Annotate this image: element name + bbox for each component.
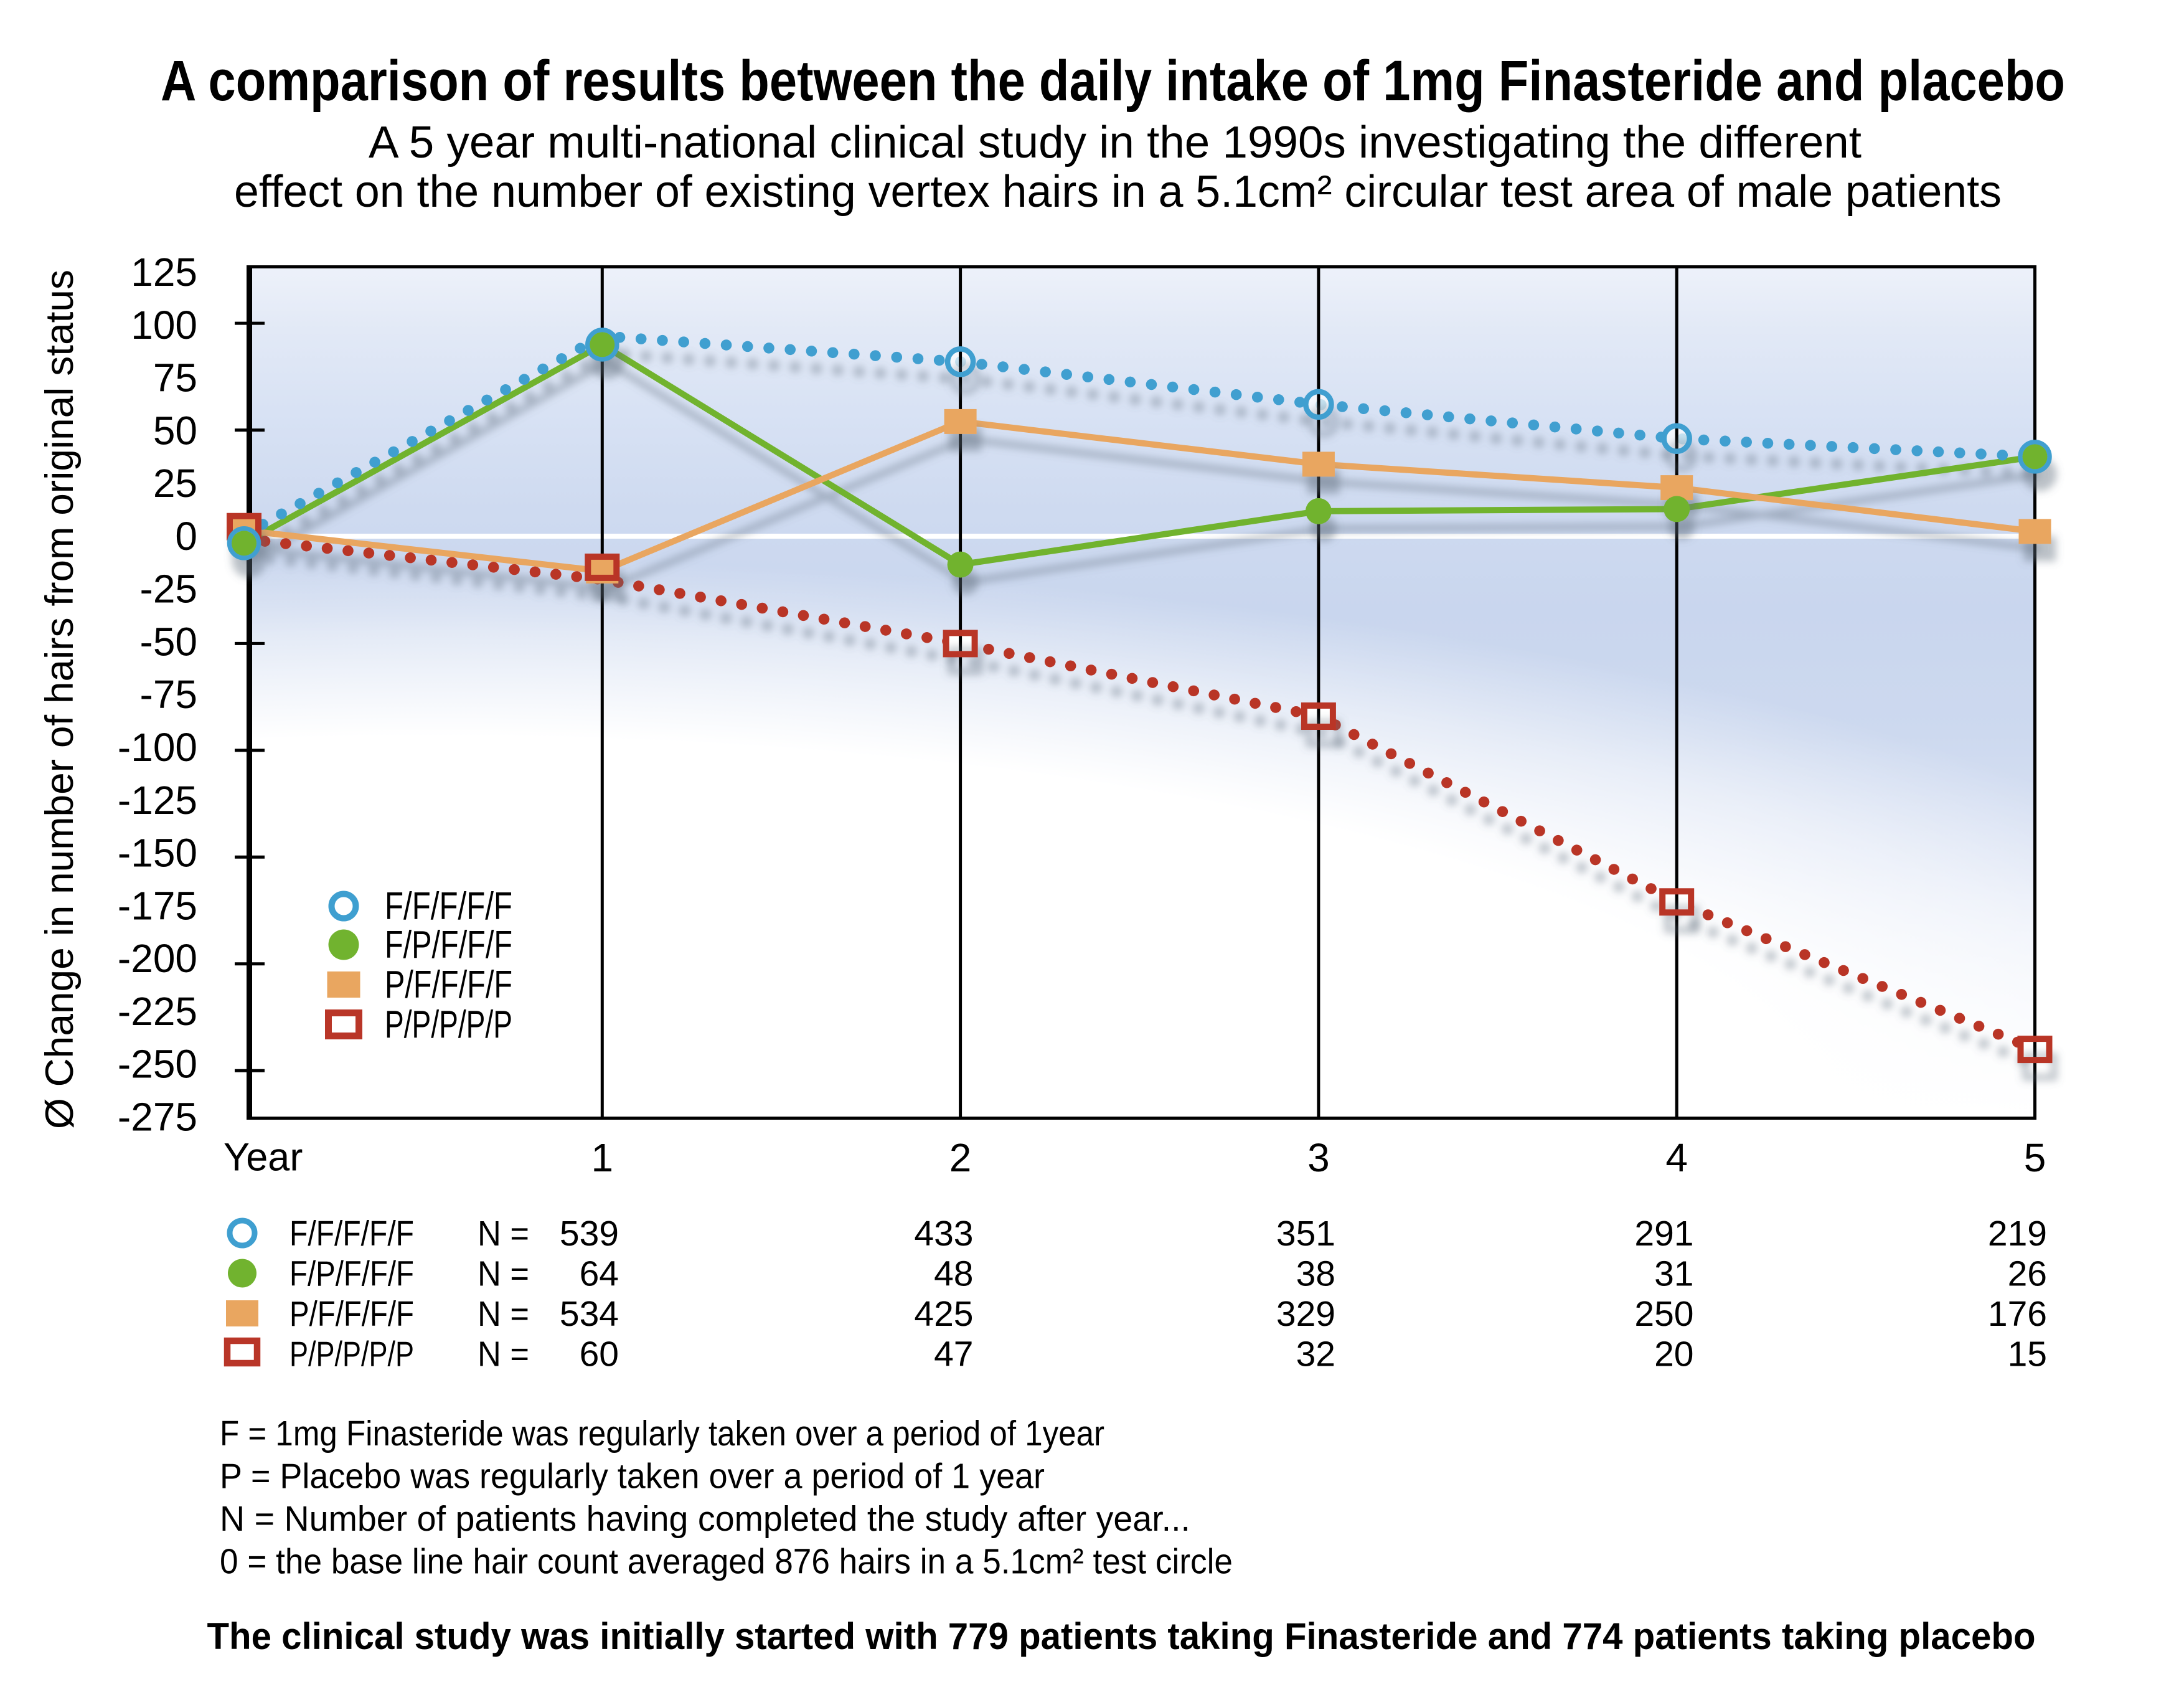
svg-text:64: 64: [580, 1254, 619, 1294]
svg-text:75: 75: [153, 356, 197, 400]
svg-text:5: 5: [2024, 1135, 2046, 1180]
svg-text:F/P/F/F/F: F/P/F/F/F: [289, 1254, 414, 1294]
svg-text:F = 1mg Finasteride was regula: F = 1mg Finasteride was regularly taken …: [220, 1414, 1104, 1453]
svg-text:534: 534: [560, 1294, 619, 1334]
svg-text:20: 20: [1654, 1335, 1693, 1374]
svg-text:50: 50: [153, 408, 197, 453]
svg-text:-275: -275: [118, 1094, 197, 1139]
svg-text:F/P/F/F/F: F/P/F/F/F: [385, 924, 512, 967]
svg-text:N =: N =: [478, 1214, 529, 1254]
svg-text:The clinical study was initial: The clinical study was initially started…: [207, 1615, 2036, 1657]
svg-text:-200: -200: [118, 936, 197, 981]
svg-text:425: 425: [914, 1294, 973, 1334]
svg-text:47: 47: [934, 1335, 973, 1374]
svg-text:N =: N =: [478, 1254, 529, 1294]
svg-text:2: 2: [949, 1135, 972, 1180]
svg-text:329: 329: [1276, 1294, 1335, 1334]
svg-text:-100: -100: [118, 725, 197, 770]
svg-text:25: 25: [153, 461, 197, 506]
svg-text:0: 0: [175, 514, 197, 559]
svg-text:291: 291: [1634, 1214, 1693, 1254]
svg-text:P/P/P/P/P: P/P/P/P/P: [385, 1003, 512, 1046]
svg-text:48: 48: [934, 1254, 973, 1294]
svg-text:539: 539: [560, 1214, 619, 1254]
svg-text:F/F/F/F/F: F/F/F/F/F: [385, 885, 512, 928]
svg-text:250: 250: [1634, 1294, 1693, 1334]
svg-text:P/F/F/F/F: P/F/F/F/F: [385, 963, 512, 1006]
svg-text:31: 31: [1654, 1254, 1693, 1294]
svg-text:1: 1: [591, 1135, 614, 1180]
svg-text:0 = the base line hair count a: 0 = the base line hair count averaged 87…: [220, 1542, 1233, 1582]
svg-text:-250: -250: [118, 1042, 197, 1087]
svg-text:433: 433: [914, 1214, 973, 1254]
svg-text:26: 26: [2008, 1254, 2047, 1294]
svg-text:-175: -175: [118, 883, 197, 928]
svg-text:Ø Change in number of hairs fr: Ø Change in number of hairs from origina…: [38, 270, 82, 1129]
svg-text:125: 125: [131, 250, 197, 295]
svg-text:-150: -150: [118, 831, 197, 876]
svg-text:219: 219: [1988, 1214, 2047, 1254]
svg-text:N =: N =: [478, 1294, 529, 1334]
svg-text:-225: -225: [118, 989, 197, 1034]
svg-text:60: 60: [580, 1335, 619, 1374]
svg-text:A comparison of results betwee: A comparison of results between the dail…: [161, 49, 2065, 113]
svg-text:-25: -25: [140, 567, 198, 612]
svg-text:F/F/F/F/F: F/F/F/F/F: [289, 1214, 414, 1254]
svg-text:effect on the number of existi: effect on the number of existing vertex …: [234, 167, 2002, 217]
svg-text:351: 351: [1276, 1214, 1335, 1254]
svg-text:N = Number of patients having: N = Number of patients having completed …: [220, 1499, 1190, 1539]
svg-text:P/P/P/P/P: P/P/P/P/P: [289, 1335, 414, 1374]
svg-text:4: 4: [1665, 1135, 1688, 1180]
svg-text:P/F/F/F/F: P/F/F/F/F: [289, 1294, 414, 1334]
svg-text:A 5 year multi-national clinic: A 5 year multi-national clinical study i…: [369, 118, 1862, 168]
svg-text:Year: Year: [224, 1136, 303, 1179]
svg-text:N =: N =: [478, 1335, 529, 1374]
svg-text:-75: -75: [140, 672, 198, 717]
svg-text:15: 15: [2008, 1335, 2047, 1374]
svg-text:32: 32: [1296, 1335, 1335, 1374]
svg-text:-50: -50: [140, 619, 198, 664]
svg-text:P = Placebo was regularly take: P = Placebo was regularly taken over a p…: [220, 1457, 1045, 1496]
svg-text:176: 176: [1988, 1294, 2047, 1334]
svg-text:38: 38: [1296, 1254, 1335, 1294]
svg-text:-125: -125: [118, 778, 197, 823]
svg-text:100: 100: [131, 303, 197, 347]
svg-text:3: 3: [1307, 1135, 1330, 1180]
